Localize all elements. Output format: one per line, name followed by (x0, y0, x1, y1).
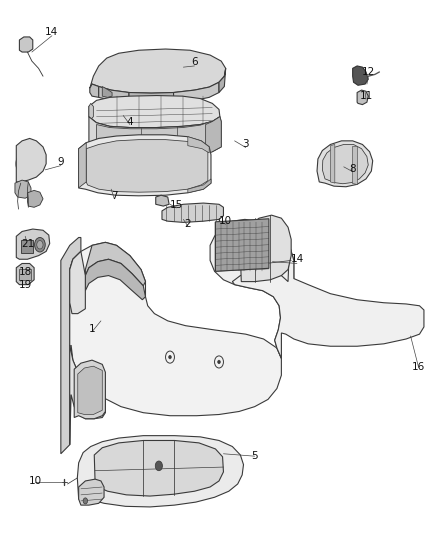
Circle shape (218, 360, 220, 364)
Polygon shape (129, 93, 173, 103)
Circle shape (37, 240, 43, 249)
Polygon shape (85, 259, 145, 300)
Text: 6: 6 (191, 58, 198, 67)
Text: 1: 1 (89, 324, 95, 334)
Text: 18: 18 (18, 267, 32, 277)
Text: 11: 11 (360, 91, 373, 101)
Polygon shape (215, 219, 269, 271)
Text: 14: 14 (45, 27, 59, 37)
Text: 10: 10 (29, 476, 42, 486)
Text: 2: 2 (184, 219, 191, 229)
Text: 7: 7 (111, 191, 118, 201)
Text: 8: 8 (350, 164, 356, 174)
Text: 12: 12 (362, 67, 375, 77)
Polygon shape (79, 479, 104, 505)
Bar (21, 240, 33, 253)
Text: 14: 14 (290, 254, 304, 264)
Polygon shape (99, 86, 129, 102)
Polygon shape (94, 440, 223, 496)
Polygon shape (16, 139, 46, 182)
Circle shape (155, 461, 162, 471)
Polygon shape (205, 117, 221, 155)
Polygon shape (74, 360, 106, 419)
Polygon shape (353, 66, 368, 85)
Polygon shape (70, 252, 85, 313)
Polygon shape (79, 143, 86, 188)
Polygon shape (16, 263, 34, 285)
Polygon shape (188, 136, 209, 153)
Polygon shape (28, 190, 43, 207)
Polygon shape (188, 179, 211, 193)
Polygon shape (89, 95, 220, 127)
Polygon shape (352, 146, 357, 184)
Polygon shape (173, 82, 219, 103)
Polygon shape (240, 215, 291, 281)
Text: 15: 15 (170, 200, 183, 211)
Polygon shape (219, 68, 226, 93)
Polygon shape (78, 435, 244, 507)
Text: 19: 19 (18, 280, 32, 289)
Polygon shape (70, 345, 106, 445)
Polygon shape (317, 141, 373, 187)
Polygon shape (102, 86, 112, 98)
Text: 9: 9 (57, 157, 64, 167)
Polygon shape (16, 229, 49, 259)
Circle shape (83, 498, 88, 504)
Polygon shape (70, 243, 281, 445)
Polygon shape (357, 90, 368, 104)
Polygon shape (322, 144, 368, 184)
Polygon shape (19, 37, 33, 52)
Polygon shape (78, 366, 102, 415)
Polygon shape (61, 238, 81, 454)
Polygon shape (210, 220, 294, 358)
Text: 4: 4 (127, 117, 133, 126)
Text: 21: 21 (22, 239, 35, 248)
Polygon shape (96, 122, 211, 155)
Text: 16: 16 (412, 362, 425, 373)
Polygon shape (162, 203, 223, 222)
Circle shape (35, 238, 45, 252)
Text: 3: 3 (242, 140, 249, 149)
Polygon shape (89, 117, 221, 156)
Polygon shape (86, 140, 208, 192)
Polygon shape (233, 245, 424, 358)
Text: 10: 10 (219, 215, 232, 225)
Polygon shape (90, 84, 99, 98)
Polygon shape (89, 103, 93, 120)
Polygon shape (90, 49, 226, 93)
Polygon shape (156, 195, 169, 206)
Polygon shape (15, 180, 31, 198)
Circle shape (169, 356, 171, 359)
Bar (19, 269, 31, 280)
Polygon shape (79, 135, 211, 196)
Polygon shape (85, 243, 145, 286)
Polygon shape (330, 144, 335, 183)
Text: 5: 5 (251, 450, 258, 461)
